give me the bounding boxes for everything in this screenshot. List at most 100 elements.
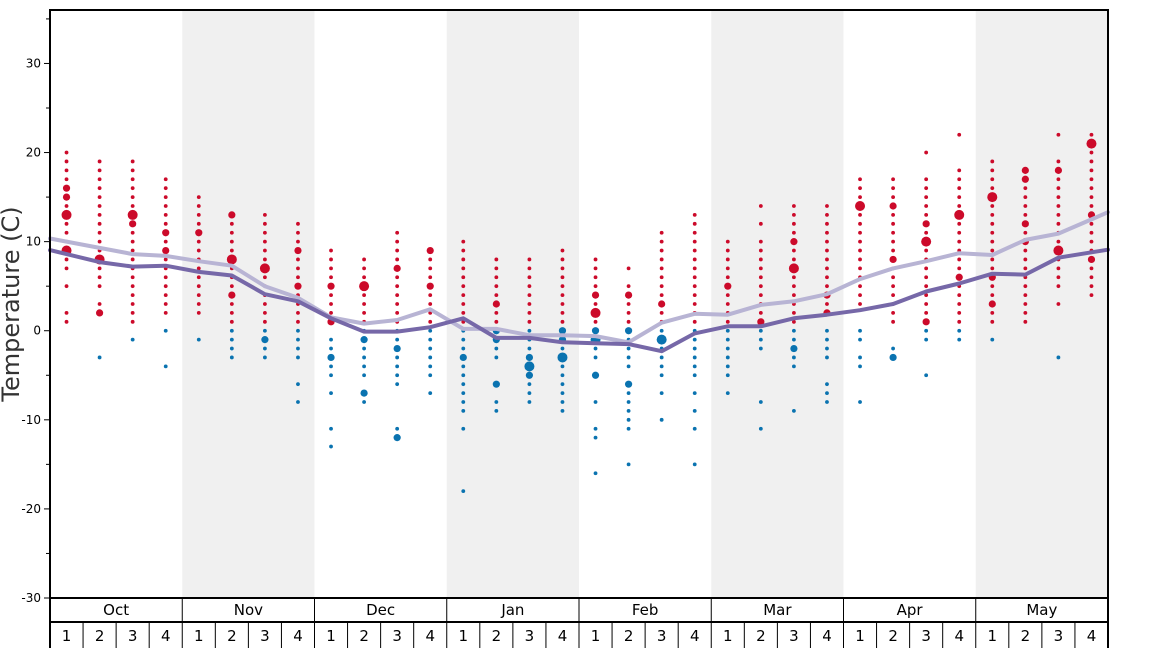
warm-point [891,230,895,235]
warm-point [362,293,366,297]
cold-point [329,444,333,449]
warm-point [195,229,203,237]
warm-point [954,209,965,220]
warm-point [1056,132,1061,137]
warm-point [659,275,664,280]
cold-point [557,352,568,363]
warm-point [924,213,929,217]
warm-point [64,150,69,155]
cold-point [626,409,631,413]
warm-point [1023,319,1028,324]
week-label: 3 [260,627,270,645]
warm-point [1089,177,1094,182]
warm-point [825,230,829,235]
warm-point [590,307,601,318]
warm-point [792,293,796,297]
warm-point [891,319,895,324]
cold-point [560,409,565,413]
warm-point [725,319,730,324]
cold-point [825,355,829,360]
warm-point [1089,168,1094,173]
cold-point [393,344,401,353]
warm-point [362,302,366,306]
warm-point [1056,275,1061,280]
cold-point [263,355,267,360]
cold-point [957,337,962,342]
warm-point [990,213,995,217]
warm-point [229,284,234,289]
warm-point [792,257,796,262]
warm-point [957,239,962,244]
warm-point [395,284,400,289]
week-label: 3 [657,627,667,645]
cold-point [329,391,333,395]
cold-point [593,435,598,440]
cold-point [428,346,433,351]
warm-point [560,266,565,271]
cold-point [825,337,829,342]
week-label: 1 [723,627,733,645]
warm-point [788,263,799,274]
cold-point [329,364,333,369]
warm-point [1056,213,1061,217]
cold-point [461,337,466,342]
warm-point [593,266,598,271]
warm-point [725,302,730,306]
warm-point [825,239,829,244]
warm-point [792,230,796,235]
week-label: 3 [921,627,931,645]
warm-point [296,257,300,262]
warm-point [891,248,895,253]
light-line [48,210,1110,345]
warm-point [1023,266,1028,271]
warm-point [626,319,631,324]
cold-point [692,409,697,413]
warm-point [891,195,895,199]
cold-point [626,391,631,395]
warm-point [329,257,333,262]
month-band-jan [446,10,579,598]
month-label-may: May [1026,601,1057,619]
cold-point [428,391,433,395]
warm-point [163,302,168,306]
warm-point [790,238,798,246]
warm-point [990,204,995,208]
cold-point [825,328,829,333]
cold-point [494,346,499,351]
warm-point [226,254,237,265]
month-label-mar: Mar [763,601,792,619]
warm-point [1089,195,1094,199]
warm-point [659,248,664,253]
cold-point [560,364,565,369]
warm-point [1089,239,1094,244]
warm-point [692,293,697,297]
warm-point [560,319,565,324]
warm-point [362,266,366,271]
week-label: 2 [624,627,634,645]
cold-point [196,337,201,342]
warm-point [659,230,664,235]
warm-point [1023,213,1028,217]
warm-point [97,239,102,244]
warm-point [593,275,598,280]
warm-point [957,195,962,199]
warm-point [560,284,565,289]
warm-point [825,284,829,289]
cold-point [626,346,631,351]
warm-point [229,319,234,324]
cold-point [626,426,631,431]
cold-point [692,462,697,467]
warm-point [97,230,102,235]
cold-point [626,400,631,404]
cold-point [792,364,796,369]
warm-point [1021,220,1029,228]
warm-point [692,239,697,244]
warm-point [1089,230,1094,235]
warm-point [263,248,267,253]
cold-point [692,426,697,431]
warm-point [492,300,500,308]
cold-point [560,391,565,395]
warm-point [560,311,565,315]
cold-point [725,328,730,333]
warm-point [1023,195,1028,199]
